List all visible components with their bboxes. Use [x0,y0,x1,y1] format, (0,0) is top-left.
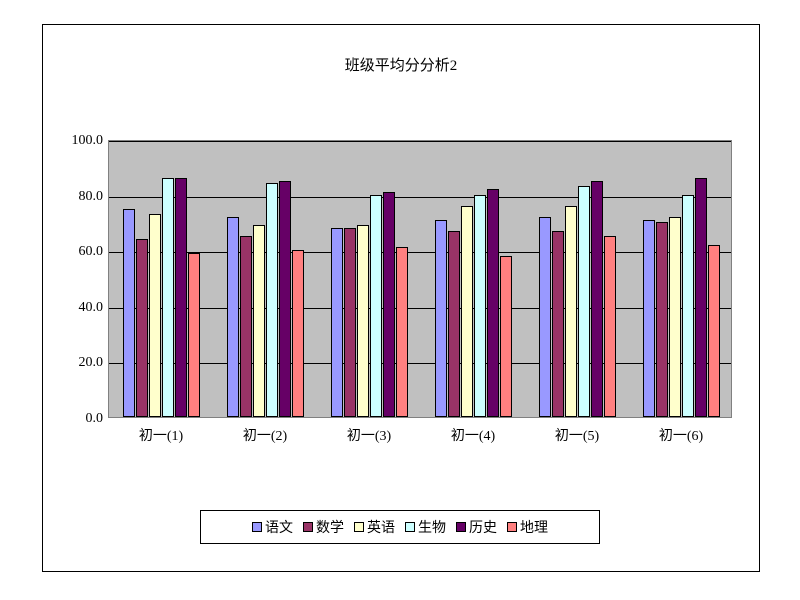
legend-item: 历史 [456,517,497,537]
legend-swatch [405,522,415,532]
bar [591,181,603,417]
bar [500,256,512,417]
bar [279,181,291,417]
bar [331,228,343,417]
legend-label: 地理 [520,517,548,537]
legend-swatch [252,522,262,532]
bar [149,214,161,417]
bar-group: 初一(1) [109,141,213,417]
bar [253,225,265,417]
chart-title: 班级平均分分析2 [42,54,760,75]
x-tick-label: 初一(2) [243,417,287,445]
bar [227,217,239,417]
legend-item: 语文 [252,517,293,537]
x-tick-label: 初一(6) [659,417,703,445]
legend-item: 英语 [354,517,395,537]
y-tick-label: 0.0 [86,411,110,427]
bar [396,247,408,417]
bar [448,231,460,417]
bar [565,206,577,417]
bar [383,192,395,417]
legend-label: 数学 [316,517,344,537]
bar [487,189,499,417]
bar-group: 初一(4) [421,141,525,417]
bar [695,178,707,417]
bar [162,178,174,417]
bar [604,236,616,417]
bar [669,217,681,417]
bar [552,231,564,417]
bar-group: 初一(6) [629,141,733,417]
bar [682,195,694,417]
legend-swatch [354,522,364,532]
bar [292,250,304,417]
x-tick-label: 初一(5) [555,417,599,445]
legend-item: 地理 [507,517,548,537]
x-tick-label: 初一(3) [347,417,391,445]
bar [188,253,200,417]
legend-swatch [507,522,517,532]
bar [240,236,252,417]
y-tick-label: 60.0 [79,244,110,260]
legend-item: 生物 [405,517,446,537]
bar [344,228,356,417]
bar [370,195,382,417]
bar-group: 初一(3) [317,141,421,417]
plot-area: 0.020.040.060.080.0100.0初一(1)初一(2)初一(3)初… [108,140,732,418]
bar [578,186,590,417]
legend-item: 数学 [303,517,344,537]
bar [708,245,720,417]
legend: 语文 数学 英语 生物 历史 地理 [200,510,600,544]
bar [643,220,655,417]
bar [656,222,668,417]
legend-swatch [303,522,313,532]
bar [539,217,551,417]
bar [474,195,486,417]
x-tick-label: 初一(1) [139,417,183,445]
x-tick-label: 初一(4) [451,417,495,445]
bar [123,209,135,418]
legend-swatch [456,522,466,532]
legend-label: 生物 [418,517,446,537]
legend-label: 历史 [469,517,497,537]
bar [461,206,473,417]
y-tick-label: 20.0 [79,355,110,371]
y-tick-label: 100.0 [72,133,110,149]
bar [357,225,369,417]
y-tick-label: 80.0 [79,189,110,205]
bar [435,220,447,417]
legend-label: 语文 [265,517,293,537]
bar [266,183,278,417]
legend-label: 英语 [367,517,395,537]
bar-group: 初一(2) [213,141,317,417]
y-tick-label: 40.0 [79,300,110,316]
bar [175,178,187,417]
bar [136,239,148,417]
bar-group: 初一(5) [525,141,629,417]
